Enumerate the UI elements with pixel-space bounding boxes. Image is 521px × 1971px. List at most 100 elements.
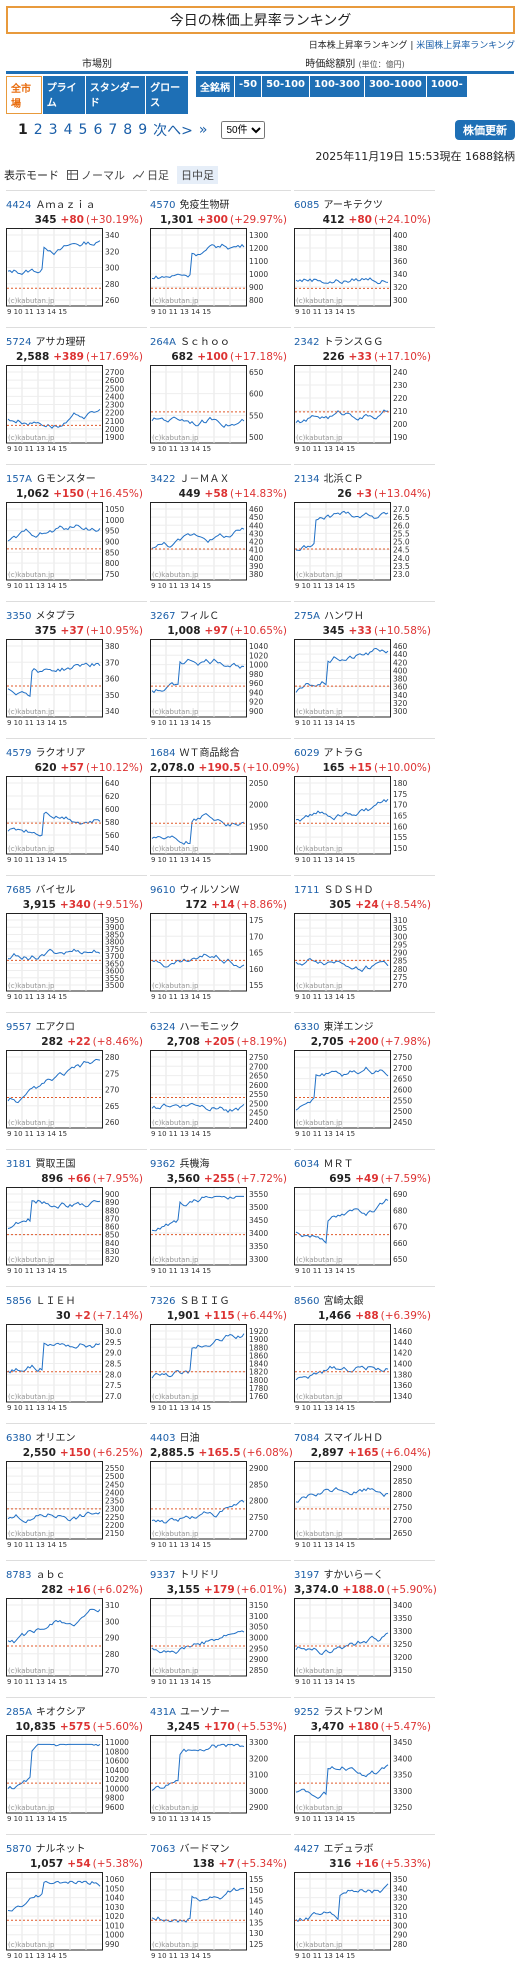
stock-card[interactable]: 6034 ＭＲＴ 695 +49 (+7.59%) 690 680 670 660 650 (c)k… — [294, 1149, 435, 1286]
stock-name[interactable]: ハンワＨ — [323, 611, 364, 622]
page-link[interactable]: 1 — [18, 122, 28, 138]
intraday-chart[interactable]: 280 275 270 265 260 (c)kabutan.jp 9 10 11 13 1… — [6, 1050, 132, 1140]
stock-name[interactable]: トランスＧＧ — [323, 337, 384, 348]
page-link[interactable]: 2 — [33, 122, 43, 138]
stock-card[interactable]: 157A Ｇモンスター 1,062 +150 (+16.45%) 1050 1000 950 9… — [6, 464, 147, 601]
intraday-chart[interactable]: 640 620 600 580 560 540 (c)kabutan.jp 9 10 11 1… — [6, 776, 132, 866]
stock-code[interactable]: 4427 — [294, 1844, 320, 1855]
stock-card[interactable]: 3350 メタプラ 375 +37 (+10.95%) 380 370 360 350 340 (c… — [6, 601, 147, 738]
intraday-chart[interactable]: 3400 3350 3300 3250 3200 3150 (c)kabutan.jp 9 1… — [294, 1598, 420, 1688]
stock-code[interactable]: 9362 — [150, 1159, 176, 1170]
stock-name[interactable]: ユーソナー — [179, 1707, 230, 1718]
stock-name[interactable]: メタプラ — [35, 611, 76, 622]
stock-card[interactable]: 264A Ｓｃｈｏｏ 682 +100 (+17.18%) 650 600 550 500 (c)… — [150, 327, 291, 464]
stock-code[interactable]: 6330 — [294, 1022, 320, 1033]
intraday-chart[interactable]: 690 680 670 660 650 (c)kabutan.jp 9 10 11 13 1… — [294, 1187, 420, 1277]
jp-ranking-link[interactable]: 日本株上昇率ランキング — [308, 41, 408, 51]
stock-code[interactable]: 4403 — [150, 1433, 176, 1444]
stock-code[interactable]: 157A — [6, 474, 32, 485]
stock-code[interactable]: 5870 — [6, 1844, 32, 1855]
stock-code[interactable]: 6324 — [150, 1022, 176, 1033]
stock-card[interactable]: 3422 Ｊ－ＭＡＸ 449 +58 (+14.83%) 460 450 440 430 420 4… — [150, 464, 291, 601]
page-link[interactable]: 9 — [138, 122, 148, 138]
stock-code[interactable]: 3197 — [294, 1570, 320, 1581]
stock-code[interactable]: 5724 — [6, 337, 32, 348]
stock-card[interactable]: 9557 エアクロ 282 +22 (+8.46%) 280 275 270 265 260 (c)… — [6, 1012, 147, 1149]
next-page-link[interactable]: 次へ> — [153, 123, 193, 139]
intraday-chart[interactable]: 3300 3200 3100 3000 2900 (c)kabutan.jp 9 10 11… — [150, 1735, 276, 1825]
stock-card[interactable]: 285A キオクシア 10,835 +575 (+5.60%) 11000 10800 106… — [6, 1697, 147, 1834]
last-page-link[interactable]: » — [198, 122, 208, 138]
stock-name[interactable]: ハーモニック — [179, 1022, 240, 1033]
cap-100-300-button[interactable]: 100-300 — [310, 76, 364, 97]
stock-card[interactable]: 4427 エデュラボ 316 +16 (+5.33%) 350 340 330 320 310 30… — [294, 1834, 435, 1971]
intraday-chart[interactable]: 175 170 165 160 155 (c)kabutan.jp 9 10 11 13 1… — [150, 913, 276, 1003]
stock-code[interactable]: 2134 — [294, 474, 320, 485]
stock-name[interactable]: アーキテクツ — [323, 200, 383, 211]
stock-card[interactable]: 275A ハンワＨ 345 +33 (+10.58%) 460 440 420 400 380 36… — [294, 601, 435, 738]
stock-code[interactable]: 9337 — [150, 1570, 176, 1581]
stock-code[interactable]: 4579 — [6, 748, 32, 759]
stock-card[interactable]: 4579 ラクオリア 620 +57 (+10.12%) 640 620 600 580 560 5… — [6, 738, 147, 875]
refresh-button[interactable]: 株価更新 — [455, 120, 515, 140]
intraday-chart[interactable]: 2900 2850 2800 2750 2700 (c)kabutan.jp 9 10 11… — [150, 1461, 276, 1551]
cap-over1000-button[interactable]: 1000- — [426, 76, 467, 97]
stock-name[interactable]: ＳＤＳＨＤ — [323, 885, 374, 896]
stock-card[interactable]: 7063 バードマン 138 +7 (+5.34%) 155 150 145 140 135 130… — [150, 1834, 291, 1971]
stock-card[interactable]: 1684 ＷＴ商品総合 2,078.0 +190.5 (+10.09%) 2050 2000… — [150, 738, 300, 875]
stock-code[interactable]: 3181 — [6, 1159, 32, 1170]
stock-card[interactable]: 7084 スマイルＨＤ 2,897 +165 (+6.04%) 2900 2850 2800 2… — [294, 1423, 435, 1560]
stock-name[interactable]: アトラＧ — [323, 748, 364, 759]
stock-card[interactable]: 6380 オリエン 2,550 +150 (+6.25%) 2550 2500 2450 240… — [6, 1423, 147, 1560]
market-growth-button[interactable]: グロース — [146, 76, 188, 114]
stock-card[interactable]: 9362 兵機海 3,560 +255 (+7.72%) 3550 3500 3450 3400… — [150, 1149, 291, 1286]
page-link[interactable]: 5 — [78, 122, 88, 138]
stock-code[interactable]: 3422 — [150, 474, 176, 485]
stock-code[interactable]: 8560 — [294, 1296, 320, 1307]
market-standard-button[interactable]: スタンダード — [85, 76, 146, 114]
stock-code[interactable]: 4570 — [150, 200, 176, 211]
cap-under50-button[interactable]: -50 — [235, 76, 262, 97]
stock-name[interactable]: 日油 — [179, 1433, 200, 1444]
stock-code[interactable]: 8783 — [6, 1570, 32, 1581]
stock-card[interactable]: 5870 ナルネット 1,057 +54 (+5.38%) 1060 1050 1040 103… — [6, 1834, 147, 1971]
intraday-chart[interactable]: 30.0 29.5 29.0 28.528.0 27.5 27.0 (c)kabutan.j… — [6, 1324, 132, 1414]
stock-card[interactable]: 9252 ラストワンＭ 3,470 +180 (+5.47%) 3450 3400 3350 3… — [294, 1697, 435, 1834]
stock-name[interactable]: ナルネット — [35, 1844, 86, 1855]
stock-code[interactable]: 9610 — [150, 885, 176, 896]
stock-name[interactable]: ＷＴ商品総合 — [179, 748, 240, 759]
stock-code[interactable]: 5856 — [6, 1296, 32, 1307]
intraday-chart[interactable]: 380 370 360 350 340 (c)kabutan.jp 9 10 11 13 1… — [6, 639, 132, 729]
cap-50-100-button[interactable]: 50-100 — [262, 76, 310, 97]
stock-name[interactable]: ウィルソンＷ — [179, 885, 240, 896]
stock-name[interactable]: トリドリ — [179, 1570, 220, 1581]
intraday-chart[interactable]: 1300 1200 1100 1000 900 800 (c)kabutan.jp 9 10 … — [150, 228, 276, 318]
stock-card[interactable]: 6330 東洋エンジ 2,705 +200 (+7.98%) 2750 2700 2650 26… — [294, 1012, 435, 1149]
intraday-chart[interactable]: 400 380 360 340 320 300 (c)kabutan.jp 9 10 11 1… — [294, 228, 420, 318]
stock-name[interactable]: ＭＲＴ — [323, 1159, 354, 1170]
stock-name[interactable]: エアクロ — [35, 1022, 75, 1033]
mode-daily-button[interactable]: 日足 — [133, 167, 169, 183]
stock-card[interactable]: 9337 トリドリ 3,155 +179 (+6.01%) 3150 3100 3050 300… — [150, 1560, 291, 1697]
stock-card[interactable]: 8560 宮崎太銀 1,466 +88 (+6.39%) 1460 1440 1420 1400… — [294, 1286, 435, 1423]
stock-card[interactable]: 3181 買取王国 896 +66 (+7.95%) 900 890 880 870 860 850… — [6, 1149, 147, 1286]
stock-name[interactable]: アサカ理研 — [35, 337, 86, 348]
stock-name[interactable]: ａｂｃ — [35, 1570, 66, 1581]
stock-name[interactable]: フィルＣ — [179, 611, 220, 622]
stock-code[interactable]: 431A — [150, 1707, 176, 1718]
stock-name[interactable]: オリエン — [35, 1433, 76, 1444]
stock-code[interactable]: 3267 — [150, 611, 176, 622]
stock-name[interactable]: バードマン — [179, 1844, 230, 1855]
stock-code[interactable]: 1711 — [294, 885, 320, 896]
stock-code[interactable]: 285A — [6, 1707, 32, 1718]
stock-card[interactable]: 5856 ＬＩＥＨ 30 +2 (+7.14%) 30.0 29.5 29.0 28.5 28.0… — [6, 1286, 147, 1423]
stock-card[interactable]: 431A ユーソナー 3,245 +170 (+5.53%) 3300 3200 3100 30… — [150, 1697, 291, 1834]
stock-card[interactable]: 7326 ＳＢＩＩＧ 1,901 +115 (+6.44%) 1920 1900 1880 18… — [150, 1286, 291, 1423]
